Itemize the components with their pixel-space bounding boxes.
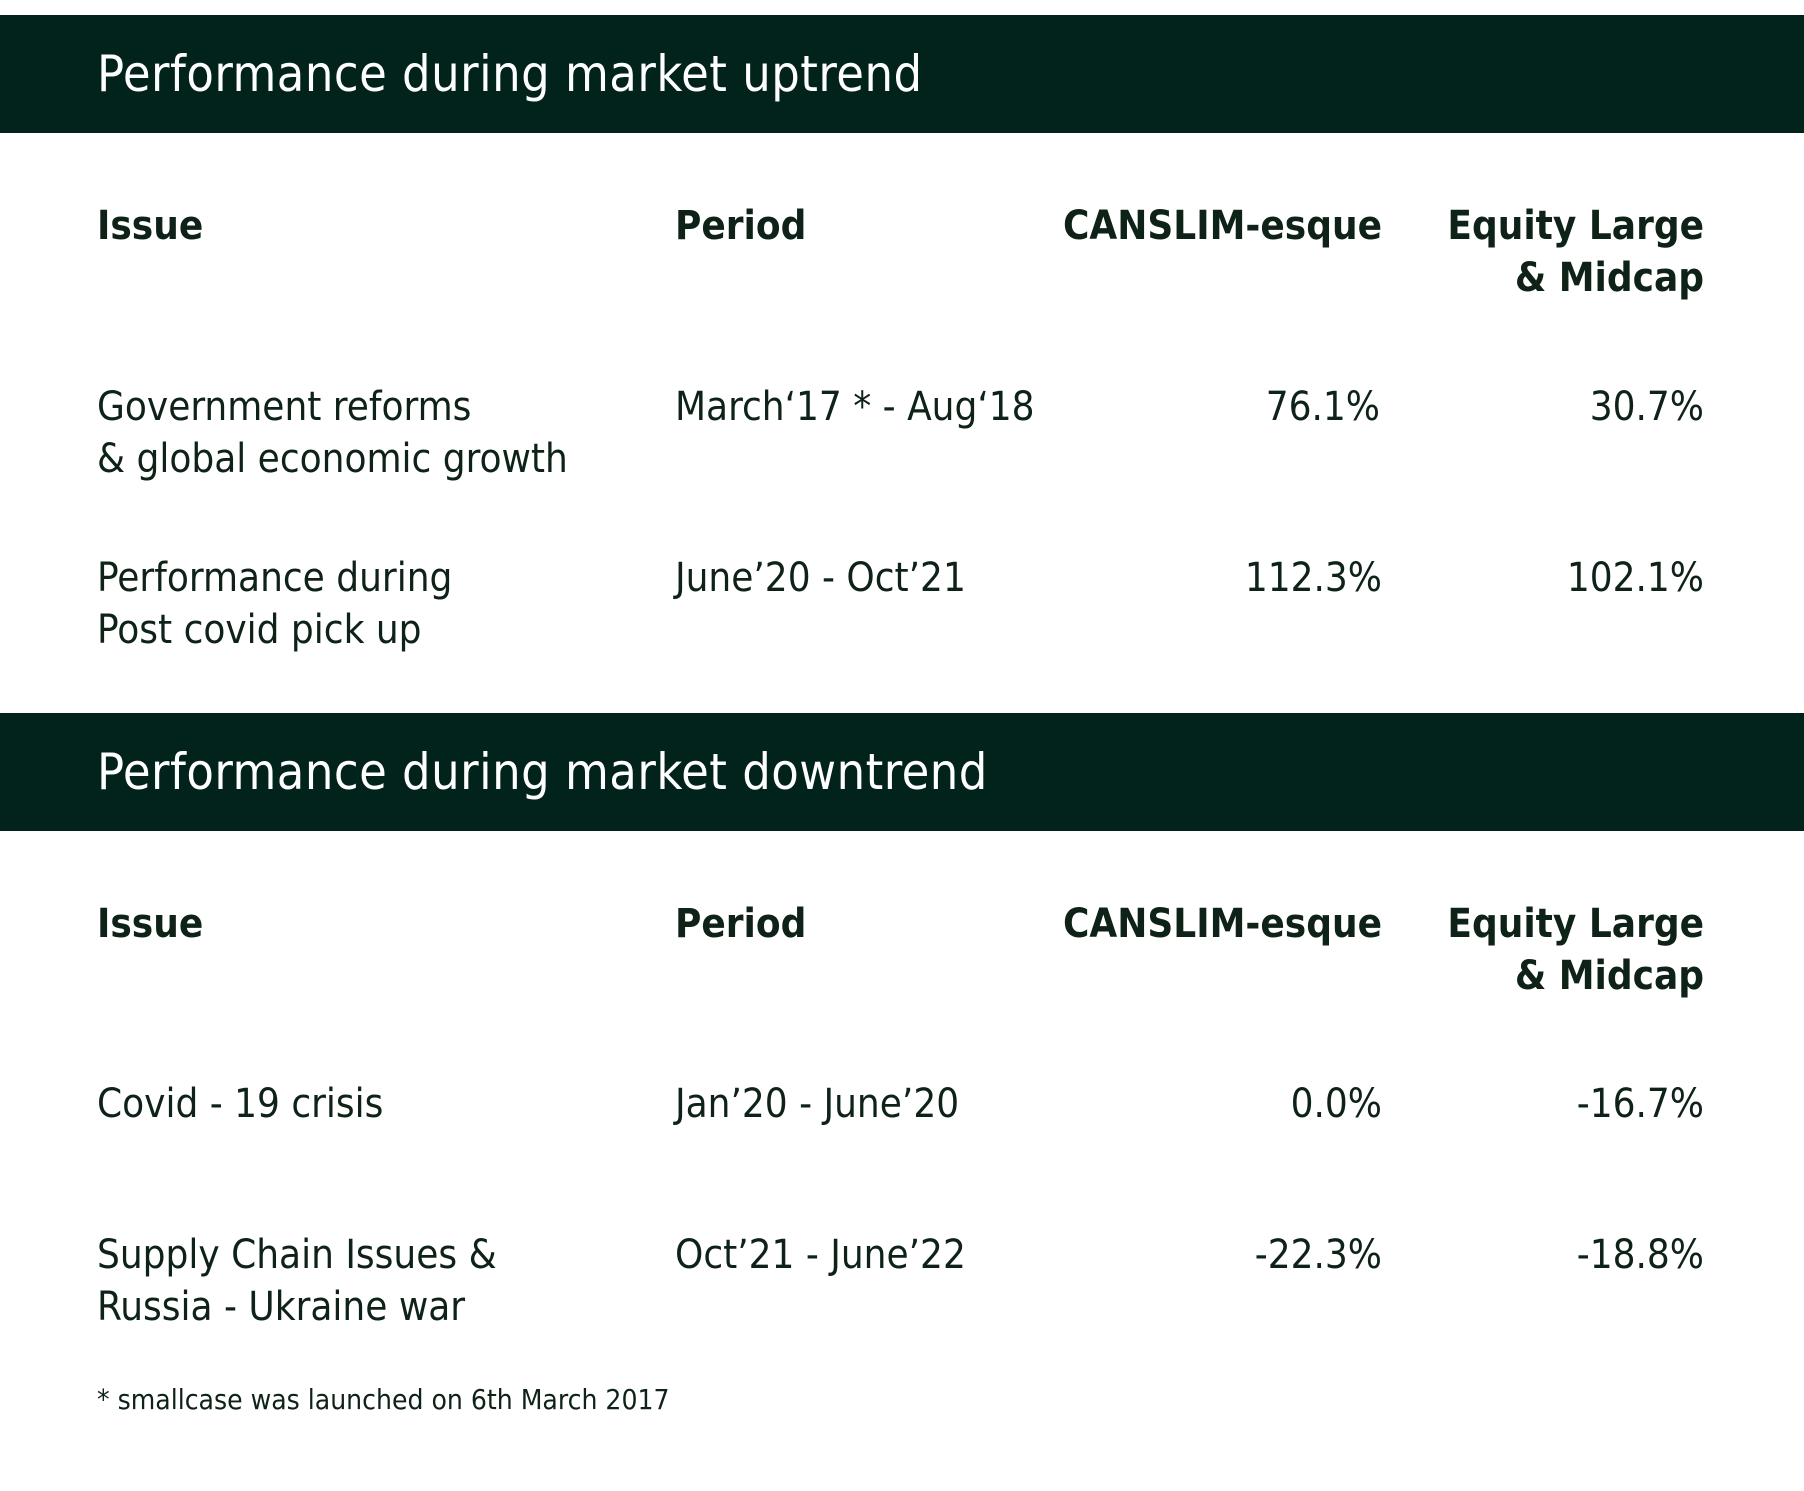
uptrend-header-equity-line2: & Midcap [1514,255,1704,301]
downtrend-header-band: Performance during market downtrend [0,713,1804,831]
downtrend-row2-canslim: -22.3% [1254,1232,1382,1278]
downtrend-row1-period: Jan’20 - June’20 [675,1081,960,1127]
uptrend-header-band: Performance during market uptrend [0,15,1804,133]
downtrend-header-equity-line1: Equity Large [1447,901,1704,947]
uptrend-row2-period: June’20 - Oct’21 [675,555,966,601]
downtrend-row2-equity: -18.8% [1576,1232,1704,1278]
uptrend-row2-canslim: 112.3% [1244,555,1382,601]
footnote: * smallcase was launched on 6th March 20… [97,1383,670,1416]
downtrend-header-period: Period [675,901,807,947]
downtrend-header-equity-line2: & Midcap [1514,953,1704,999]
uptrend-header-canslim: CANSLIM-esque [1062,203,1382,249]
uptrend-row1-period: March‘17 * - Aug‘18 [675,384,1035,430]
downtrend-header-canslim: CANSLIM-esque [1062,901,1382,947]
uptrend-row2-issue-line1: Performance during [97,555,453,601]
uptrend-row1-canslim: 76.1% [1265,384,1380,430]
uptrend-header-issue: Issue [97,203,204,249]
downtrend-row1-issue-line1: Covid - 19 crisis [97,1081,384,1127]
uptrend-row2-equity: 102.1% [1566,555,1704,601]
downtrend-section-title: Performance during market downtrend [97,743,988,801]
uptrend-header-period: Period [675,203,807,249]
downtrend-row2-issue-line2: Russia - Ukraine war [97,1284,466,1330]
downtrend-row1-equity: -16.7% [1576,1081,1704,1127]
uptrend-row1-issue-line1: Government reforms [97,384,472,430]
uptrend-row1-issue-line2: & global economic growth [97,436,568,482]
uptrend-header-equity-line1: Equity Large [1447,203,1704,249]
uptrend-section-title: Performance during market uptrend [97,45,923,103]
uptrend-row1-equity: 30.7% [1589,384,1704,430]
uptrend-row2-issue-line2: Post covid pick up [97,607,422,653]
downtrend-row2-period: Oct’21 - June’22 [675,1232,966,1278]
downtrend-row1-canslim: 0.0% [1290,1081,1382,1127]
downtrend-header-issue: Issue [97,901,204,947]
downtrend-row2-issue-line1: Supply Chain Issues & [97,1232,497,1278]
